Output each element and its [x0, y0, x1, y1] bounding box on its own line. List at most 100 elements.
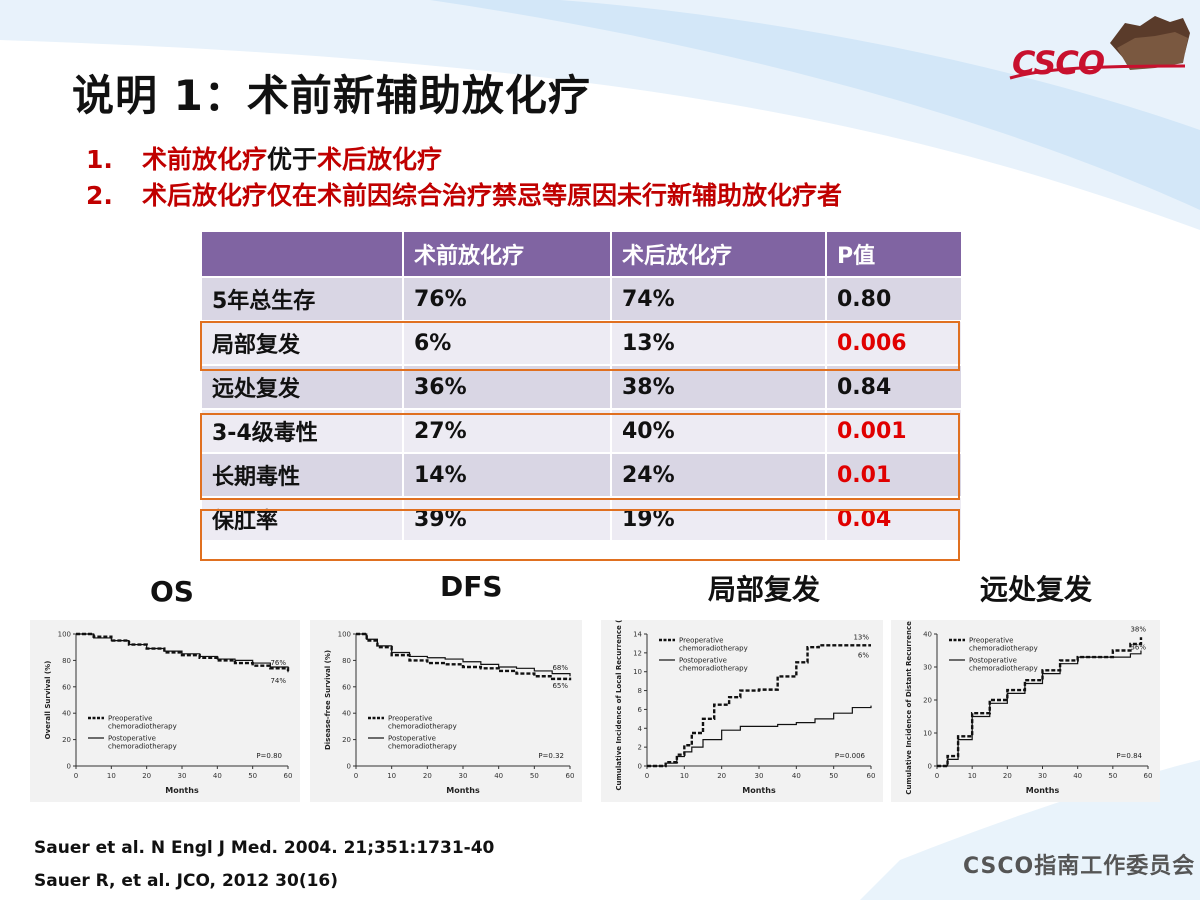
x-axis-label: Months: [446, 786, 480, 795]
x-tick-label: 40: [494, 772, 503, 780]
y-tick-label: 100: [58, 631, 71, 639]
y-tick-label: 14: [633, 631, 642, 639]
series-line-postoperative: [937, 637, 1143, 768]
x-tick-label: 50: [829, 772, 838, 780]
chart-panel-dfs: 0 10 20 30 40 50 60 0 20 40 60 80 100 Months Disease-f…: [310, 620, 582, 802]
table-header-cell: [202, 232, 402, 276]
end-value-label: 6%: [858, 651, 869, 659]
p-value: 0.006: [827, 322, 961, 364]
row-label: 长期毒性: [202, 454, 402, 496]
series-line-postoperative: [647, 644, 871, 768]
post-value: 40%: [612, 410, 825, 452]
y-tick-label: 0: [67, 763, 71, 771]
chart-label-dfs: DFS: [440, 570, 503, 603]
x-tick-label: 20: [717, 772, 726, 780]
post-value: 13%: [612, 322, 825, 364]
end-value-label: 74%: [270, 677, 286, 685]
highlight-box-toxicity: [200, 413, 960, 500]
y-tick-label: 2: [638, 744, 642, 752]
y-tick-label: 10: [633, 668, 642, 676]
y-tick-label: 20: [342, 736, 351, 744]
series-line-preoperative: [937, 650, 1142, 767]
reference-1: Sauer et al. N Engl J Med. 2004. 21;351:…: [34, 838, 495, 858]
x-tick-label: 50: [530, 772, 539, 780]
post-value: 74%: [612, 278, 825, 320]
p-value-annotation: P=0.006: [835, 752, 866, 760]
legend-label: chemoradiotherapy: [108, 743, 177, 751]
logo-text: CSCO: [1012, 44, 1105, 82]
row-label: 3-4级毒性: [202, 410, 402, 452]
x-tick-label: 30: [459, 772, 468, 780]
key-points: 1. 术前放化疗优于术后放化疗 2. 术后放化疗仅在术前因综合治疗禁忌等原因未行新辅…: [86, 142, 842, 214]
table-header-cell: 术前放化疗: [404, 232, 610, 276]
chart-panel-local: 0 10 20 30 40 50 60 0 2 4 6 8 10 12 14 Months Cumulative…: [601, 620, 883, 802]
legend-label: Postoperative: [108, 735, 156, 743]
legend-label: Postoperative: [969, 657, 1017, 665]
x-tick-label: 0: [354, 772, 358, 780]
x-tick-label: 30: [178, 772, 187, 780]
table-row: 长期毒性 14% 24% 0.01: [202, 454, 961, 496]
table-row: 远处复发 36% 38% 0.84: [202, 366, 961, 408]
end-value-label: 38%: [1130, 625, 1146, 633]
p-value: 0.84: [827, 366, 961, 408]
x-tick-label: 50: [1108, 772, 1117, 780]
post-value: 38%: [612, 366, 825, 408]
slide-title: 说明 1：术前新辅助放化疗: [72, 71, 591, 120]
pre-value: 36%: [404, 366, 610, 408]
p-value-annotation: P=0.80: [256, 752, 282, 760]
pre-value: 6%: [404, 322, 610, 364]
x-tick-label: 10: [680, 772, 689, 780]
y-axis-label: Cumulative Incidence of Distant Recurren…: [905, 620, 913, 795]
y-tick-label: 20: [923, 697, 932, 705]
legend-label: Preoperative: [679, 637, 723, 645]
x-tick-label: 60: [566, 772, 575, 780]
x-axis-label: Months: [1026, 786, 1060, 795]
y-tick-label: 6: [638, 706, 643, 714]
y-tick-label: 60: [62, 683, 71, 691]
y-tick-label: 40: [923, 631, 932, 639]
x-tick-label: 20: [423, 772, 432, 780]
y-tick-label: 100: [338, 631, 351, 639]
series-line-preoperative: [356, 633, 571, 677]
x-tick-label: 60: [867, 772, 876, 780]
x-tick-label: 30: [1038, 772, 1047, 780]
end-value-label: 76%: [270, 659, 286, 667]
x-tick-label: 10: [387, 772, 396, 780]
y-tick-label: 30: [923, 664, 932, 672]
legend-label: Postoperative: [388, 735, 436, 743]
point-text: 优于: [267, 145, 318, 174]
pre-value: 76%: [404, 278, 610, 320]
table-row: 局部复发 6% 13% 0.006: [202, 322, 961, 364]
highlight-box-sphincter: [200, 509, 960, 561]
series-line-preoperative: [647, 705, 872, 767]
post-value: 19%: [612, 498, 825, 540]
y-tick-label: 80: [342, 657, 351, 665]
point-number: 1.: [86, 145, 113, 174]
y-tick-label: 40: [342, 710, 351, 718]
point-text: 术后放化疗仅在术前因综合治疗禁忌等原因未行新辅助放化疗者: [142, 181, 843, 210]
y-tick-label: 0: [347, 763, 351, 771]
end-value-label: 68%: [552, 664, 568, 672]
table-header-cell: P值: [827, 232, 961, 276]
series-line-postoperative: [356, 632, 572, 681]
x-tick-label: 10: [107, 772, 116, 780]
legend-label: chemoradiotherapy: [388, 723, 457, 731]
x-axis-label: Months: [742, 786, 776, 795]
y-tick-label: 0: [638, 763, 642, 771]
chart-label-local-recurrence: 局部复发: [708, 573, 821, 606]
y-tick-label: 40: [62, 710, 71, 718]
legend-label: Preoperative: [969, 637, 1013, 645]
legend-label: chemoradiotherapy: [679, 665, 748, 673]
table-header-row: 术前放化疗 术后放化疗 P值: [202, 232, 961, 276]
y-tick-label: 4: [638, 725, 643, 733]
table-header-cell: 术后放化疗: [612, 232, 825, 276]
point-2: 2. 术后放化疗仅在术前因综合治疗禁忌等原因未行新辅助放化疗者: [86, 178, 842, 214]
end-value-label: 65%: [552, 682, 568, 690]
row-label: 5年总生存: [202, 278, 402, 320]
x-tick-label: 40: [213, 772, 222, 780]
row-label: 远处复发: [202, 366, 402, 408]
x-tick-label: 10: [968, 772, 977, 780]
y-axis-label: Cumulative Incidence of Local Recurrence…: [615, 620, 623, 791]
point-1: 1. 术前放化疗优于术后放化疗: [86, 142, 842, 178]
x-axis-label: Months: [165, 786, 199, 795]
